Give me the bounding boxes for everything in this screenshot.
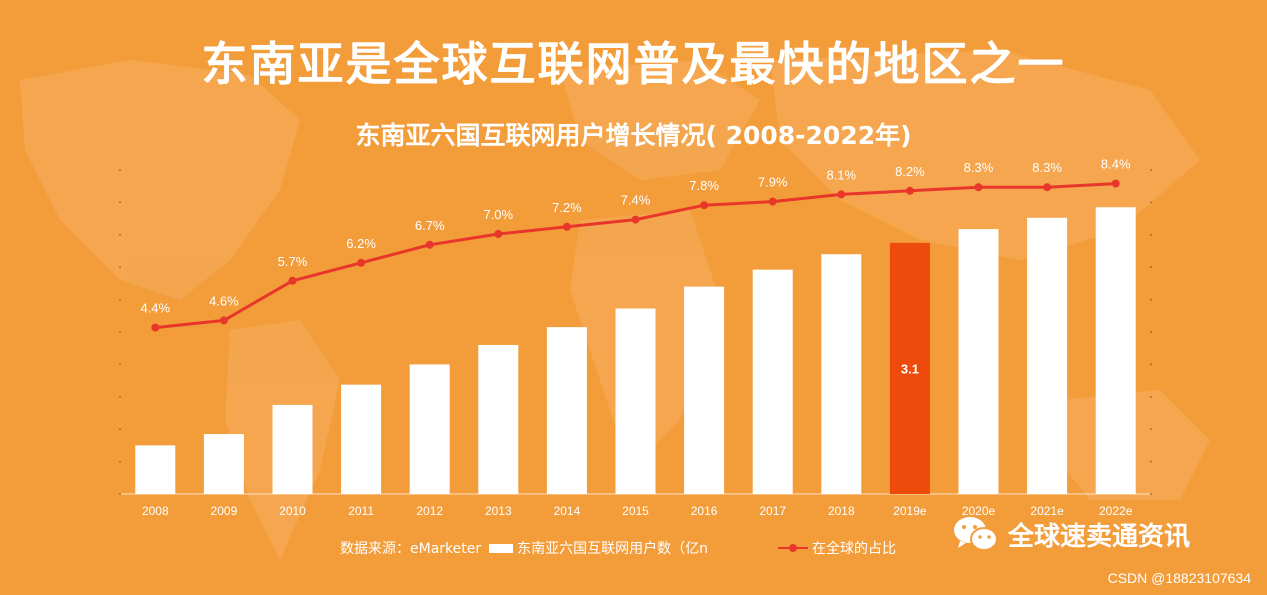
x-tick-2012: 2012 xyxy=(416,504,443,518)
share-point-2011 xyxy=(357,258,366,267)
share-point-2020e xyxy=(974,183,983,192)
x-tick-2016: 2016 xyxy=(691,504,718,518)
share-point-2012 xyxy=(425,240,434,249)
share-label-2012: 6.7% xyxy=(415,218,445,233)
source-note: 数据来源：eMarketer xyxy=(340,541,482,557)
bar-2013 xyxy=(478,344,519,494)
share-label-2018: 8.1% xyxy=(826,167,856,182)
share-label-2022e: 8.4% xyxy=(1101,157,1131,172)
bar-data-label-2019e: 3.1 xyxy=(901,361,919,376)
share-point-2021e xyxy=(1043,183,1052,192)
bar-2014 xyxy=(546,327,587,494)
share-label-2014: 7.2% xyxy=(552,200,582,215)
legend-line-swatch xyxy=(777,543,808,553)
wechat-icon xyxy=(954,517,998,551)
legend-bar-swatch xyxy=(489,543,514,553)
share-point-2022e xyxy=(1111,179,1120,188)
share-point-2019e xyxy=(905,186,914,195)
bar-data-labels: 3.1 xyxy=(901,361,919,376)
share-point-2010 xyxy=(288,276,297,285)
bar-2009 xyxy=(203,434,244,494)
x-tick-2008: 2008 xyxy=(142,504,169,518)
share-label-2015: 7.4% xyxy=(621,193,651,208)
share-point-2018 xyxy=(837,190,846,199)
share-point-2016 xyxy=(700,201,709,210)
bar-2017 xyxy=(752,269,793,494)
share-point-2017 xyxy=(768,197,777,206)
x-tick-2020e: 2020e xyxy=(962,504,996,518)
share-point-2015 xyxy=(631,215,640,224)
share-label-2013: 7.0% xyxy=(483,207,513,222)
legend: 数据来源：eMarketer 东南亚六国互联网用户数（亿n 在全球的占比 xyxy=(340,537,896,559)
x-tick-2014: 2014 xyxy=(554,504,581,518)
x-tick-2010: 2010 xyxy=(279,504,306,518)
share-line-series: 4.4% 4.6% 5.7% 6.2% 6.7% 7.0% 7.2% 7.4% 7.8% 7.9%… xyxy=(140,157,1131,332)
bar-2020e xyxy=(958,229,999,494)
share-label-2020e: 8.3% xyxy=(964,160,994,175)
bar-series xyxy=(135,207,1136,495)
brand-name: 全球速卖通资讯 xyxy=(1008,521,1191,552)
bar-2018 xyxy=(821,254,862,494)
x-tick-2013: 2013 xyxy=(485,504,512,518)
share-label-2008: 4.4% xyxy=(140,301,170,316)
share-label-2019e: 8.2% xyxy=(895,164,925,179)
share-label-2009: 4.6% xyxy=(209,293,239,308)
x-tick-2018: 2018 xyxy=(828,504,855,518)
csdn-credit: CSDN @18823107634 xyxy=(1107,570,1251,586)
x-tick-2021e: 2021e xyxy=(1030,504,1064,518)
x-tick-2009: 2009 xyxy=(211,504,238,518)
bar-2021e xyxy=(1027,217,1068,495)
share-point-2014 xyxy=(562,222,571,231)
x-tick-2015: 2015 xyxy=(622,504,649,518)
chart-subtitle: 东南亚六国互联网用户增长情况( 2008-2022年) xyxy=(355,121,912,150)
brand-watermark: 全球速卖通资讯 xyxy=(952,514,1190,554)
share-label-2021e: 8.3% xyxy=(1032,160,1062,175)
main-title: 东南亚是全球互联网普及最快的地区之一 xyxy=(201,37,1066,91)
x-tick-2017: 2017 xyxy=(759,504,786,518)
share-point-2013 xyxy=(494,230,503,238)
bar-2008 xyxy=(135,445,176,494)
bar-2019e xyxy=(889,242,930,494)
legend-bar-label: 东南亚六国互联网用户数（亿n xyxy=(517,541,708,557)
bar-2022e xyxy=(1095,207,1136,494)
bar-2011 xyxy=(341,384,382,494)
x-tick-labels: 2008 2009 2010 2011 2012 2013 2014 2015 2016 2017… xyxy=(142,504,1133,518)
bar-2016 xyxy=(684,286,725,494)
share-label-2011: 6.2% xyxy=(346,236,376,251)
bar-2015 xyxy=(615,308,656,494)
share-point-2008 xyxy=(151,323,160,332)
share-label-2016: 7.8% xyxy=(689,178,719,193)
x-tick-2011: 2011 xyxy=(348,504,374,518)
x-tick-2022e: 2022e xyxy=(1099,504,1133,518)
bar-2010 xyxy=(272,404,313,494)
x-tick-2019e: 2019e xyxy=(893,504,927,518)
share-label-2010: 5.7% xyxy=(278,254,308,269)
legend-line-label: 在全球的占比 xyxy=(811,541,896,557)
share-label-2017: 7.9% xyxy=(758,175,788,190)
bar-2012 xyxy=(409,364,450,494)
share-point-2009 xyxy=(219,316,228,325)
